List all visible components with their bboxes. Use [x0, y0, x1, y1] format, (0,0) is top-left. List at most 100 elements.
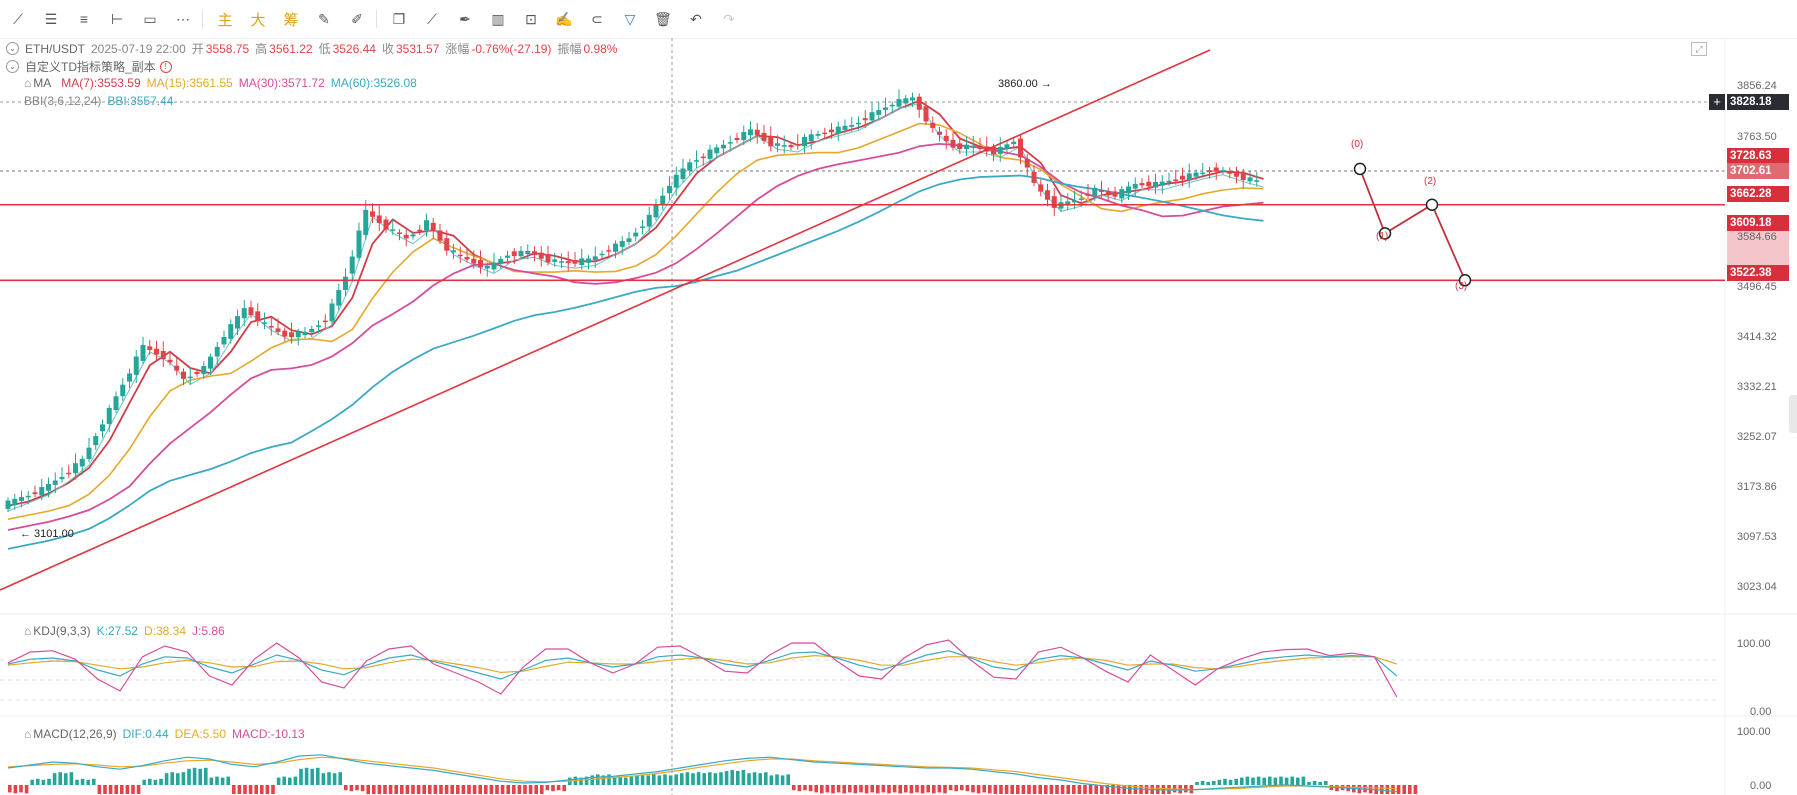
candle-body: [73, 463, 78, 474]
macd-histogram-bar: [394, 785, 398, 794]
rect-icon[interactable]: ▭: [143, 10, 157, 27]
macd-histogram-bar: [820, 785, 824, 794]
macd-histogram-bar: [428, 785, 432, 794]
macd-histogram-bar: [405, 785, 410, 794]
macd-histogram-bar: [1032, 785, 1037, 794]
erase-icon[interactable]: ✐: [351, 10, 363, 27]
change-label: 涨幅: [445, 42, 470, 56]
candle-body: [694, 160, 699, 162]
bell-icon[interactable]: ⌂: [24, 624, 32, 638]
macd-histogram-bar: [114, 785, 118, 794]
price-tick: 3332.21: [1737, 381, 1777, 393]
candle-body: [100, 424, 105, 432]
candle-body: [930, 122, 936, 128]
candle-body: [626, 238, 632, 242]
candle-body: [660, 195, 666, 206]
wave-point-marker: [1425, 198, 1439, 211]
macd-histogram-bar: [797, 785, 802, 792]
macd-top-tick: 100.00: [1737, 726, 1771, 738]
macd-histogram-bar: [472, 785, 477, 794]
macd-histogram-bar: [338, 772, 342, 785]
price-badge: 3728.63: [1727, 148, 1789, 164]
macd-histogram-bar: [943, 785, 947, 794]
candle-body: [1004, 144, 1010, 150]
candle-body: [484, 265, 490, 269]
copy-icon[interactable]: ❐: [392, 10, 406, 27]
high-value: 3561.22: [269, 41, 313, 56]
price-tick: 3097.53: [1737, 531, 1777, 543]
edit-icon[interactable]: ✍: [555, 10, 573, 27]
macd-histogram-bar: [1396, 785, 1401, 794]
candle-body: [538, 252, 544, 259]
macd-histogram-bar: [1279, 776, 1283, 785]
main-indicator-button[interactable]: 主: [217, 11, 233, 29]
candle-body: [653, 205, 659, 218]
candle-body: [714, 147, 720, 154]
candle-body: [741, 132, 747, 141]
macd-histogram-bar: [909, 785, 914, 794]
candle-body: [1119, 189, 1125, 199]
macd-histogram-bar: [80, 778, 85, 785]
macd-dif-line: [7, 754, 1397, 793]
macd-histogram-bar: [1122, 785, 1126, 794]
macd-histogram-bar: [1016, 785, 1020, 794]
filter-icon[interactable]: ▽: [624, 10, 636, 27]
candle-body: [1072, 200, 1077, 203]
macd-histogram-bar: [999, 785, 1003, 794]
bell-icon[interactable]: ⌂: [24, 727, 32, 741]
candle-body: [154, 348, 159, 355]
candle-body: [214, 346, 220, 357]
chip-indicator-button[interactable]: 筹: [283, 11, 299, 29]
candle-body: [491, 262, 497, 270]
ruler-icon[interactable]: ⟋: [427, 10, 437, 27]
candle-body: [1180, 175, 1185, 180]
redo-icon[interactable]: ↷: [723, 10, 735, 27]
lock-icon[interactable]: ⊡: [525, 10, 537, 27]
bars-icon[interactable]: ▥: [491, 10, 505, 27]
strategy-label[interactable]: 自定义TD指标策略_副本: [25, 60, 156, 74]
more-icon[interactable]: ⋯: [176, 10, 190, 27]
magnet-icon[interactable]: ⊂: [591, 10, 603, 27]
macd-histogram-bar: [416, 785, 421, 794]
bell-icon[interactable]: ⌂: [24, 76, 32, 90]
collapse-icon[interactable]: ⌄: [6, 42, 19, 55]
fib-icon[interactable]: ≡: [79, 11, 89, 27]
macd-histogram-bar: [562, 785, 566, 792]
hline-icon[interactable]: ⊢: [110, 10, 124, 27]
candle-body: [302, 331, 308, 336]
macd-histogram-bar: [517, 785, 522, 794]
candle-body: [127, 373, 132, 382]
collapse-panel-handle[interactable]: [1789, 395, 1797, 433]
price-badge: 3662.28: [1727, 186, 1789, 202]
undo-icon[interactable]: ↶: [690, 10, 702, 27]
pen-icon[interactable]: ✒: [459, 10, 471, 27]
macd-histogram-bar: [8, 785, 12, 793]
price-tick: 3414.32: [1737, 331, 1777, 343]
collapse-icon[interactable]: ⌄: [6, 60, 19, 73]
wave-projection-line: [1359, 168, 1466, 281]
candle-body: [52, 480, 58, 485]
macd-histogram-bar: [758, 773, 762, 785]
draw-icon[interactable]: ✎: [318, 10, 330, 27]
trendline-icon[interactable]: ⟋: [13, 10, 23, 27]
add-alert-button[interactable]: +: [1709, 94, 1725, 110]
macd-histogram-bar: [741, 770, 746, 785]
big-indicator-button[interactable]: 大: [250, 11, 266, 29]
macd-histogram-bar: [1240, 777, 1244, 785]
candle-body: [748, 129, 753, 136]
macd-macd-value: MACD:-10.13: [232, 727, 305, 741]
candle-body: [336, 290, 342, 306]
delete-icon[interactable]: 🗑: [654, 10, 672, 27]
trend-line: [0, 49, 1211, 591]
macd-histogram-bar: [450, 785, 454, 794]
candle-body: [1132, 183, 1138, 189]
candle-body: [147, 346, 153, 350]
fullscreen-icon[interactable]: ⤢: [1691, 42, 1707, 56]
macd-histogram-bar: [775, 774, 779, 785]
macd-dea-line: [7, 756, 1397, 791]
ma-label: MA: [33, 76, 52, 90]
parallel-icon[interactable]: ☰: [44, 10, 58, 27]
macd-histogram-bar: [299, 768, 303, 785]
macd-histogram-bar: [19, 785, 23, 793]
